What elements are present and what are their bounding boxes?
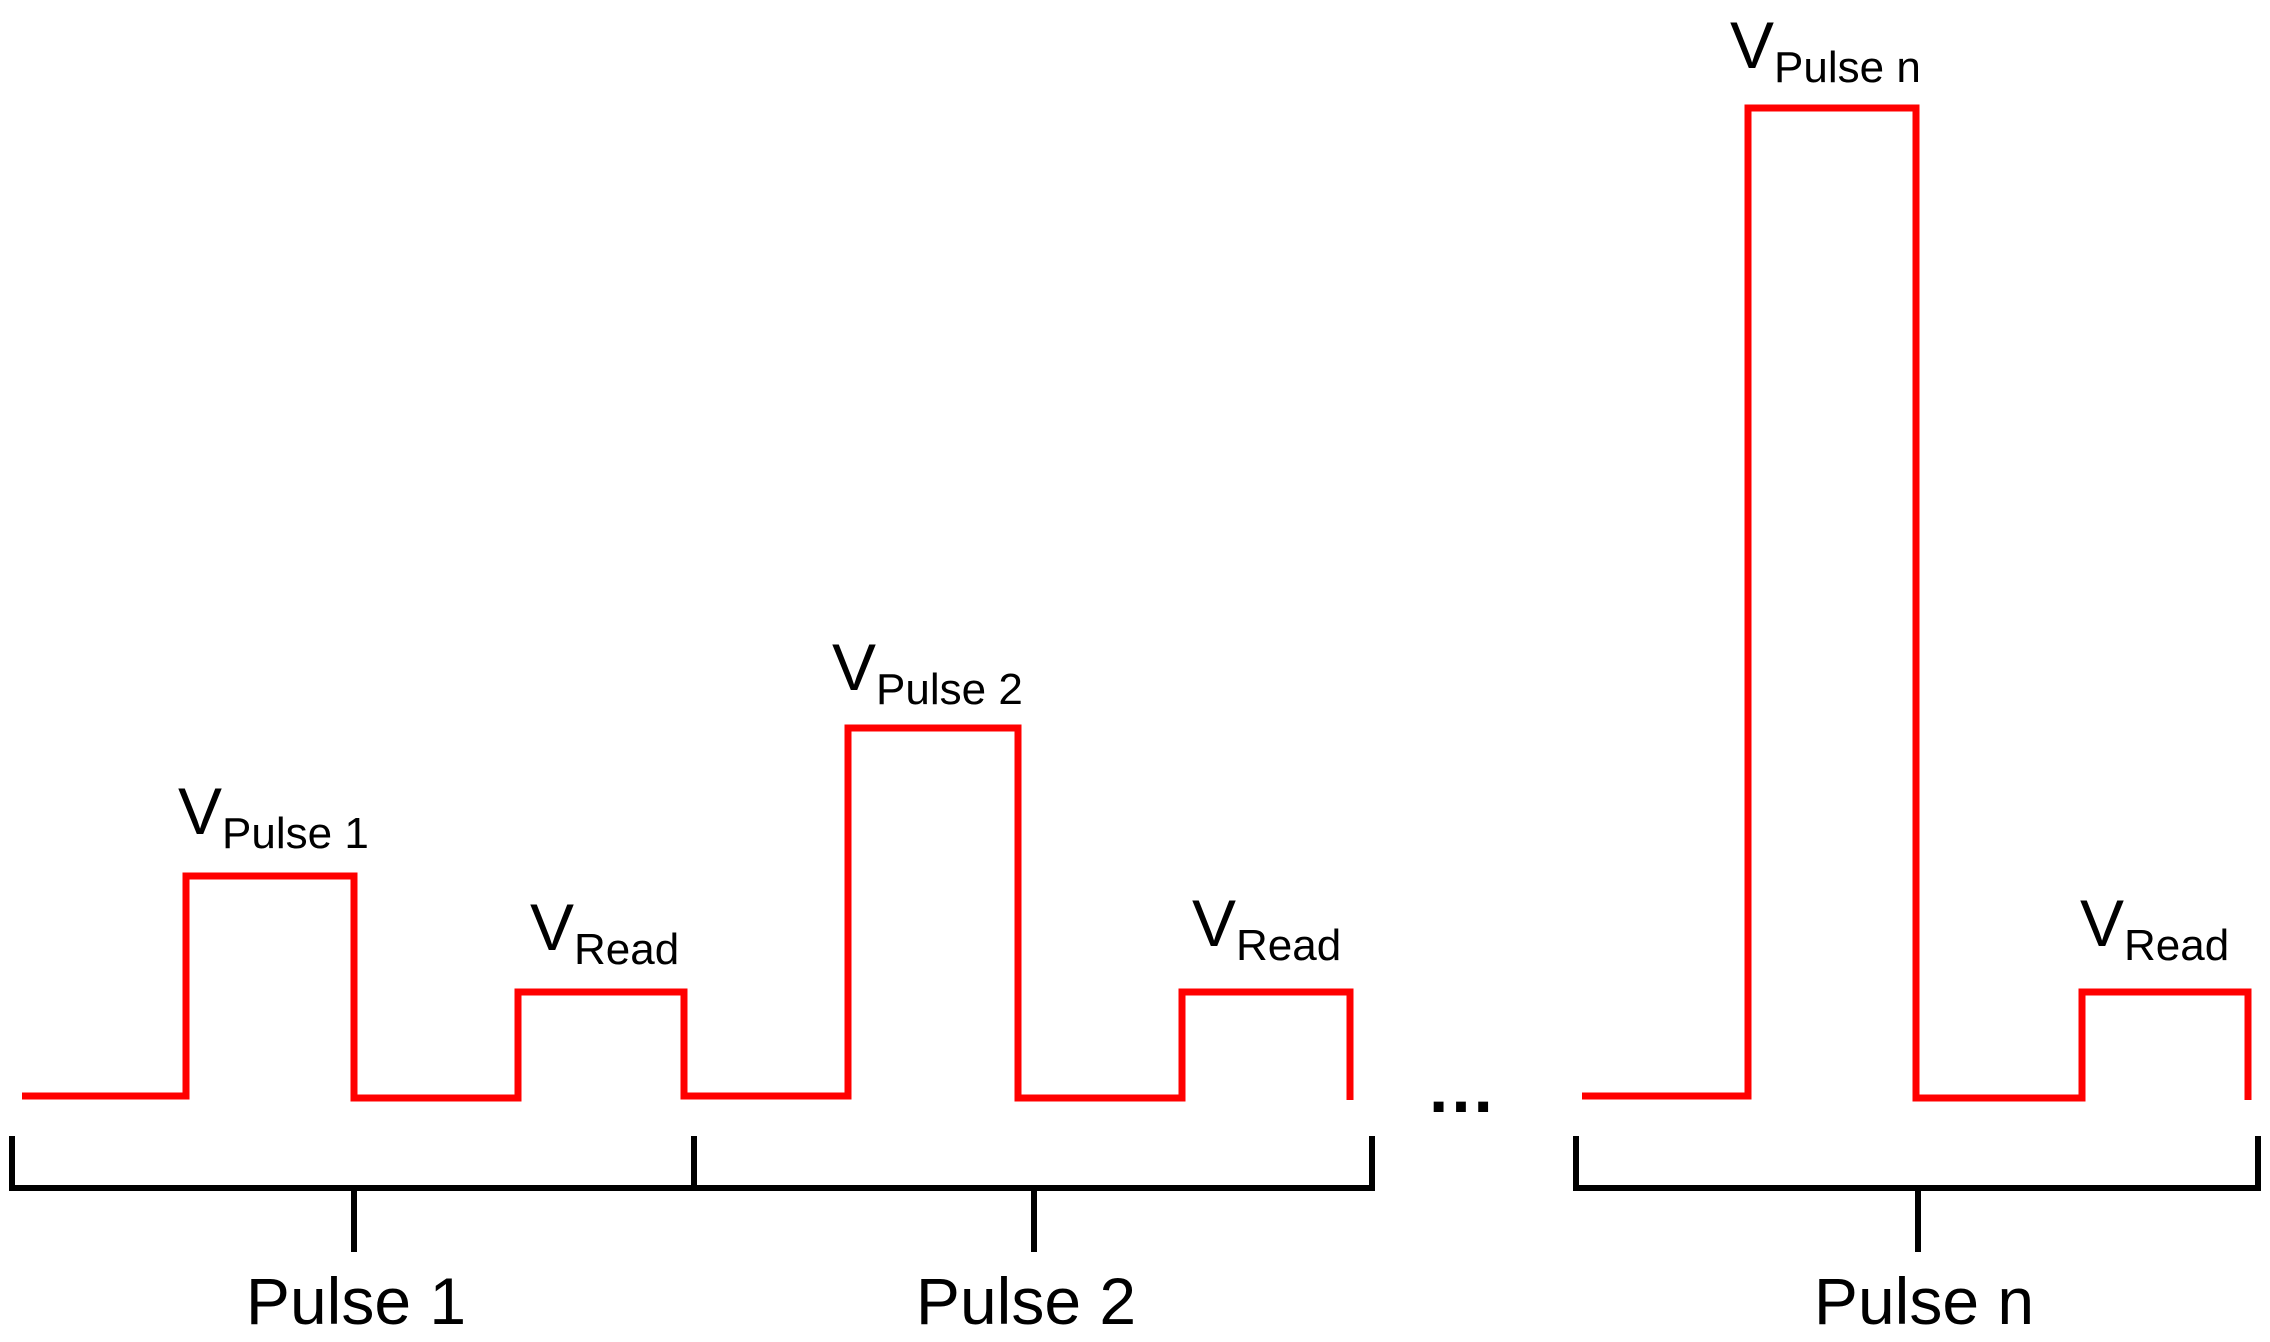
bracket-pulse-1 (9, 1136, 697, 1252)
label-v-read-n-sub: Read (2124, 921, 2229, 970)
bracket-pulse-n (1573, 1136, 2261, 1252)
label-v-pulse-2: VPulse 2 (832, 630, 1023, 714)
bracket-pulse-2 (694, 1136, 1375, 1252)
group-label-pulse-1: Pulse 1 (246, 1264, 466, 1338)
label-v-read-n: VRead (2080, 886, 2229, 970)
label-v-read-2-sub: Read (1236, 921, 1341, 970)
label-v-read-1: VRead (530, 890, 679, 974)
label-v-pulse-n-main: V (1730, 8, 1774, 82)
waveform-pulse-n (1582, 104, 2252, 1102)
waveform-pulses-1-2 (22, 724, 1354, 1102)
label-v-pulse-2-sub: Pulse 2 (876, 665, 1023, 714)
label-v-pulse-1-sub: Pulse 1 (222, 809, 369, 858)
label-v-read-1-main: V (530, 890, 574, 964)
label-v-pulse-n: VPulse n (1730, 8, 1921, 92)
group-label-pulse-2: Pulse 2 (916, 1264, 1136, 1338)
label-v-pulse-1-main: V (178, 774, 222, 848)
label-v-pulse-1: VPulse 1 (178, 774, 369, 858)
label-v-pulse-2-main: V (832, 630, 876, 704)
group-brackets (9, 1136, 2261, 1252)
label-v-pulse-n-sub: Pulse n (1774, 43, 1921, 92)
ellipsis: … (1426, 1049, 1496, 1127)
label-v-read-2: VRead (1192, 886, 1341, 970)
label-v-read-1-sub: Read (574, 925, 679, 974)
group-label-pulse-n: Pulse n (1814, 1264, 2034, 1338)
label-v-read-n-main: V (2080, 886, 2124, 960)
label-v-read-2-main: V (1192, 886, 1236, 960)
